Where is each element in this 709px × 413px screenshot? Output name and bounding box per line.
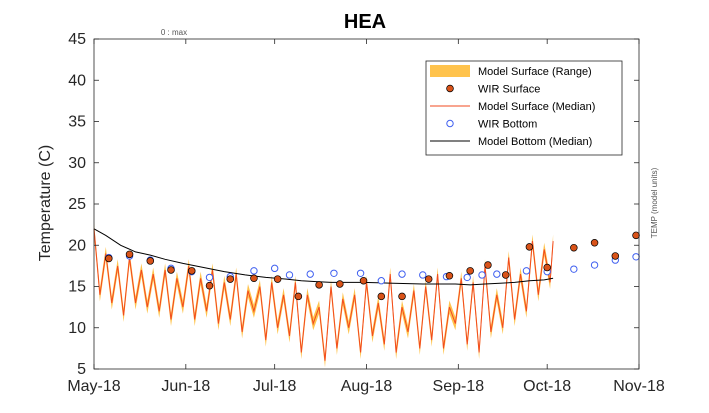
legend-label: WIR Surface (478, 84, 540, 96)
legend: Model Surface (Range) WIR Surface Model Su… (425, 60, 623, 156)
wir-bottom-point (356, 269, 365, 277)
axes: 5 10 15 20 25 30 35 40 45 May-18 Jun-18 Jul-18 Aug-1… (67, 31, 665, 395)
x-tick-label: Jul-18 (253, 378, 297, 395)
wir-bottom-point (590, 261, 599, 269)
x-tick-label: Oct-18 (523, 378, 571, 395)
wir-surface-point (466, 267, 474, 275)
wir-surface-point (187, 267, 196, 275)
wir-surface-point (445, 272, 454, 280)
wir-surface-point (501, 271, 510, 279)
wir-surface-point (525, 243, 534, 251)
y-tick-label: 5 (77, 361, 86, 378)
bottom-median-line (93, 228, 554, 286)
wir-bottom-point (398, 270, 406, 278)
wir-surface-point (205, 281, 214, 290)
wir-bottom-point (463, 273, 471, 282)
wir-surface-point (398, 292, 406, 301)
wir-surface-point (424, 275, 433, 283)
x-tick-label: Sep-18 (433, 378, 485, 395)
y-tick-label: 45 (68, 31, 86, 48)
wir-bottom-point (570, 265, 578, 273)
y-tick-label: 30 (68, 155, 86, 172)
wir-surface-point (273, 275, 282, 283)
legend-label: WIR Bottom (478, 119, 537, 131)
legend-label: Model Bottom (Median) (478, 136, 592, 148)
wir-bottom-point (306, 270, 314, 278)
y-tick-label: 20 (68, 237, 86, 254)
surface-median-line (93, 228, 554, 361)
x-tick-label: May-18 (67, 378, 120, 395)
wir-bottom-point (522, 267, 531, 275)
legend-range-swatch (430, 65, 470, 77)
wir-bottom-point (270, 264, 279, 273)
wir-bottom-point (285, 271, 294, 279)
wir-surface-point (590, 239, 599, 247)
wir-surface-point (543, 263, 551, 272)
wir-surface-point (226, 275, 235, 283)
wir-surface-point (167, 266, 175, 274)
wir-bottom-point (330, 269, 338, 277)
wir-bottom-point (205, 273, 214, 282)
right-axis-label: TEMP (model units) (650, 167, 659, 238)
x-tick-label: Jun-18 (161, 378, 210, 395)
y-tick-label: 40 (68, 72, 86, 89)
wir-surface-point (105, 254, 113, 263)
legend-open-marker (446, 119, 454, 128)
legend-label: Model Surface (Range) (478, 66, 592, 78)
y-tick-label: 35 (68, 114, 86, 131)
wir-surface-point (250, 274, 258, 283)
y-tick-label: 10 (68, 320, 86, 337)
wir-surface-point (146, 257, 155, 265)
wir-bottom-point (377, 277, 386, 285)
wir-surface-point (611, 252, 620, 260)
wir-bottom-point (478, 271, 486, 279)
chart-title: HEA (344, 11, 386, 33)
wir-surface-point (377, 292, 386, 301)
y-axis-label: Temperature (C) (37, 145, 54, 261)
y-tick-label: 15 (68, 279, 86, 296)
wir-bottom-point (632, 253, 640, 261)
y-tick-label: 25 (68, 196, 86, 213)
top-note: 0 : max (161, 28, 187, 37)
legend-box (425, 60, 623, 156)
legend-label: Model Surface (Median) (478, 101, 595, 113)
wir-bottom-point (250, 267, 258, 275)
wir-bottom-point (419, 271, 427, 279)
x-tick-label: Nov-18 (613, 378, 665, 395)
wir-surface-point (570, 243, 578, 252)
wir-surface-point (359, 276, 368, 285)
wir-surface-point (315, 281, 323, 289)
wir-surface-point (294, 292, 303, 301)
wir-surface-point (632, 231, 640, 240)
x-tick-label: Aug-18 (341, 378, 393, 395)
legend-filled-marker (446, 84, 454, 93)
wir-bottom-point (493, 270, 501, 278)
wir-surface-point (336, 280, 344, 288)
wir-surface-point (125, 250, 134, 259)
wir-surface-point (484, 261, 492, 269)
